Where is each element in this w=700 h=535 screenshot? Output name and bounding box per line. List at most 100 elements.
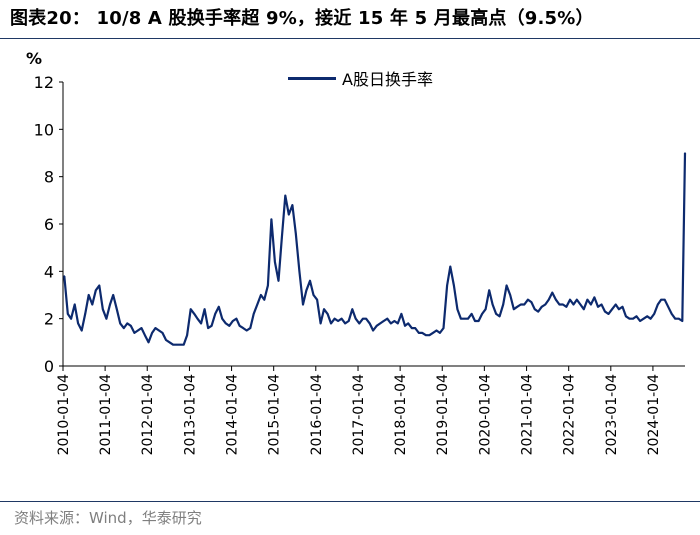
data-point xyxy=(63,275,66,277)
data-point xyxy=(263,298,266,301)
data-point xyxy=(109,303,111,306)
x-tick-label: 2016-01-04 xyxy=(309,374,325,455)
data-point xyxy=(249,327,252,329)
x-tick-label: 2020-01-04 xyxy=(477,374,493,455)
data-point xyxy=(375,325,378,327)
data-point xyxy=(225,322,227,325)
data-point xyxy=(67,313,69,315)
data-point xyxy=(330,322,332,325)
data-point xyxy=(397,322,399,325)
data-point xyxy=(347,320,350,322)
y-tick-label: 8 xyxy=(44,168,54,187)
y-tick-label: 10 xyxy=(34,120,54,139)
data-point xyxy=(95,289,97,292)
data-point xyxy=(218,306,220,308)
x-tick-labels: 2010-01-04 2011-01-04 2012-01-04 2013-01-04… xyxy=(56,374,662,455)
data-point xyxy=(133,332,136,334)
data-point xyxy=(460,317,462,320)
data-point xyxy=(681,320,684,322)
data-point xyxy=(646,315,648,318)
data-point xyxy=(446,284,448,287)
series-line-0 xyxy=(63,152,687,346)
data-point xyxy=(558,303,561,306)
data-point xyxy=(179,343,181,346)
data-point xyxy=(597,306,599,308)
data-point xyxy=(625,315,627,318)
data-point xyxy=(137,329,139,332)
data-point xyxy=(618,308,620,311)
data-point xyxy=(614,303,617,306)
data-point xyxy=(456,308,459,311)
data-point xyxy=(421,332,424,334)
data-point xyxy=(583,308,585,311)
y-tick-label: 12 xyxy=(34,73,54,92)
data-point xyxy=(372,329,374,332)
data-point xyxy=(586,298,589,301)
data-point xyxy=(523,303,526,306)
data-point xyxy=(323,308,325,311)
title-rule xyxy=(0,38,700,39)
data-point xyxy=(484,308,487,311)
data-point xyxy=(84,313,86,315)
data-point xyxy=(425,334,427,337)
data-point xyxy=(147,341,150,344)
data-point xyxy=(112,294,114,296)
data-point xyxy=(491,303,494,306)
data-point xyxy=(649,317,652,320)
data-point xyxy=(207,327,209,329)
y-axis-unit: % xyxy=(26,49,43,68)
data-point xyxy=(555,298,557,301)
data-point xyxy=(319,322,322,325)
data-point xyxy=(365,317,367,320)
data-point xyxy=(284,194,287,197)
legend-label: A股日换手率 xyxy=(342,70,433,89)
data-point xyxy=(533,308,536,311)
data-point xyxy=(267,284,269,287)
x-tick-label: 2024-01-04 xyxy=(646,374,662,455)
data-point xyxy=(667,306,669,308)
y-tick-label: 0 xyxy=(44,357,54,376)
data-point xyxy=(470,313,473,315)
data-point xyxy=(245,329,248,332)
data-point xyxy=(238,325,241,327)
data-point xyxy=(544,303,547,306)
data-point xyxy=(242,327,244,329)
data-point xyxy=(158,329,160,332)
y-tick-labels: 0 2 4 6 8 10 12 xyxy=(34,73,54,376)
data-point xyxy=(432,332,434,334)
data-point xyxy=(362,317,364,320)
data-point xyxy=(537,310,539,313)
data-point xyxy=(274,261,276,263)
data-point xyxy=(442,327,445,329)
source-note: 资料来源：Wind，华泰研究 xyxy=(14,509,202,527)
data-point xyxy=(565,306,568,308)
data-point xyxy=(298,270,301,273)
data-point xyxy=(670,313,673,315)
data-point xyxy=(214,313,216,315)
data-point xyxy=(291,204,294,206)
data-point xyxy=(189,308,192,311)
data-point xyxy=(481,313,483,315)
data-point xyxy=(474,320,476,322)
data-point xyxy=(632,317,634,320)
data-point xyxy=(516,306,518,308)
data-point xyxy=(660,298,662,301)
data-point xyxy=(498,315,501,318)
x-tick-label: 2015-01-04 xyxy=(267,374,283,455)
data-point xyxy=(520,303,522,306)
data-point xyxy=(418,332,420,334)
data-point xyxy=(551,291,554,294)
data-point xyxy=(653,313,655,315)
data-point xyxy=(572,303,575,306)
data-point xyxy=(91,303,94,306)
data-point xyxy=(635,315,638,318)
data-point xyxy=(435,329,438,332)
data-point xyxy=(351,308,354,311)
data-point xyxy=(333,317,336,320)
data-point xyxy=(611,308,613,311)
data-point xyxy=(200,322,202,325)
data-point xyxy=(576,298,578,301)
data-point xyxy=(252,313,255,315)
data-point xyxy=(513,308,515,311)
